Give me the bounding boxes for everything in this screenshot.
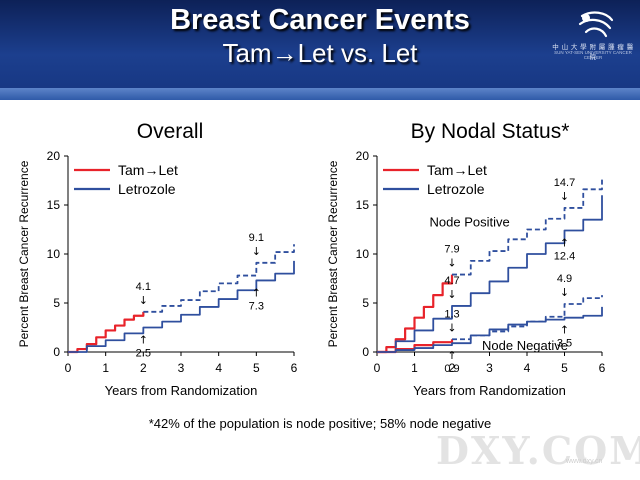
nodal-x-tick-label: 5 [561,361,568,375]
left-panel-title: Overall [136,120,204,143]
overall-series-line-1 [143,244,295,313]
overall-y-tick-label: 0 [53,345,60,359]
overall-y-tick-label: 15 [47,198,61,212]
slide-subtitle: Tam→Let vs. Let [222,38,418,68]
watermark: DXY.COM [436,428,640,473]
overall-x-tick-label: 6 [291,361,298,375]
nodal-annotation-arrow-up-icon: ↑ [560,324,569,337]
nodal-x-tick-label: 1 [411,361,418,375]
overall-series-line-2 [68,260,295,353]
nodal-annotation-label: 1.3 [444,308,459,320]
nodal-annotation-arrow-up-icon: ↑ [447,349,456,362]
overall-annotation-label: 2.5 [136,348,151,360]
overall-x-tick-label: 1 [102,361,109,375]
nodal-x-axis-label: Years from Randomization [413,383,566,398]
right-panel-title: By Nodal Status* [410,120,570,143]
nodal-annotation-label: Node Positive [430,215,510,230]
nodal-series-line-1 [452,177,603,276]
nodal-y-tick-label: 15 [356,198,370,212]
overall-x-tick-label: 4 [215,361,222,375]
nodal-y-axis-label: Percent Breast Cancer Recurrence [326,160,340,347]
overall-y-axis-label: Percent Breast Cancer Recurrence [17,160,31,347]
nodal-x-tick-label: 6 [599,361,606,375]
nodal-annotation-arrow-down-icon: ↓ [560,286,569,299]
overall-series-line-0 [68,311,145,354]
overall-y-tick-label: 5 [53,296,60,310]
header-bar [0,0,640,100]
nodal-y-tick-label: 10 [356,247,370,261]
nodal-x-tick-label: 3 [486,361,493,375]
nodal-x-tick-label: 4 [524,361,531,375]
nodal-annotation-label: 0.9 [444,363,459,375]
nodal-annotation-arrow-down-icon: ↓ [447,257,456,270]
university-logo-icon [578,11,614,38]
overall-annotation-label: 9.1 [249,232,264,244]
nodal-annotation-label: 4.7 [444,275,459,287]
footnote: *42% of the population is node positive;… [148,416,492,431]
nodal-annotation-label: 4.9 [557,273,572,285]
overall-x-tick-label: 2 [140,361,147,375]
nodal-y-tick-label: 20 [356,149,370,163]
nodal-annotation-label: 3.5 [557,338,572,350]
nodal-series-line-5 [377,306,603,353]
nodal-y-tick-label: 0 [362,345,369,359]
overall-annotation-arrow-up-icon: ↑ [252,286,261,299]
logo-subtext: SUN YAT-SEN UNIVERSITY CANCER CENTER [554,50,632,60]
overall-legend-label-1: Letrozole [118,181,176,197]
overall-annotation-arrow-down-icon: ↓ [139,294,148,307]
overall-x-tick-label: 0 [65,361,72,375]
slide-title: Breast Cancer Events [170,4,470,36]
overall-x-tick-label: 5 [253,361,260,375]
nodal-annotation-arrow-down-icon: ↓ [560,190,569,203]
nodal-y-tick-label: 5 [362,296,369,310]
nodal-series-line-2 [377,195,603,353]
nodal-annotation-label: Node Negative [482,338,568,353]
overall-annotation-arrow-up-icon: ↑ [139,334,148,347]
nodal-legend-label-0: Tam→Let [427,162,487,178]
overall-x-axis-label: Years from Randomization [105,383,258,398]
nodal-x-tick-label: 0 [374,361,381,375]
nodal-x-tick-label: 2 [449,361,456,375]
overall-annotation-arrow-down-icon: ↓ [252,245,261,258]
watermark-subtext: www.dxy.cn [566,458,603,465]
nodal-annotation-label: 14.7 [554,177,575,189]
overall-annotation-label: 7.3 [249,300,264,312]
overall-y-tick-label: 10 [47,247,61,261]
overall-y-tick-label: 20 [47,149,61,163]
logo-text: 中 山 大 學 附 屬 腫 瘤 醫 院 [552,44,634,61]
nodal-annotation-label: 12.4 [554,250,575,262]
overall-x-tick-label: 3 [178,361,185,375]
overall-annotation-label: 4.1 [136,281,151,293]
nodal-annotation-arrow-up-icon: ↑ [560,236,569,249]
nodal-series-line-0 [377,274,454,354]
overall-legend-label-0: Tam→Let [118,162,178,178]
nodal-annotation-arrow-down-icon: ↓ [447,321,456,334]
nodal-annotation-arrow-down-icon: ↓ [447,288,456,301]
header-accent-band [0,88,640,100]
nodal-legend-label-1: Letrozole [427,181,485,197]
nodal-annotation-label: 7.9 [444,244,459,256]
